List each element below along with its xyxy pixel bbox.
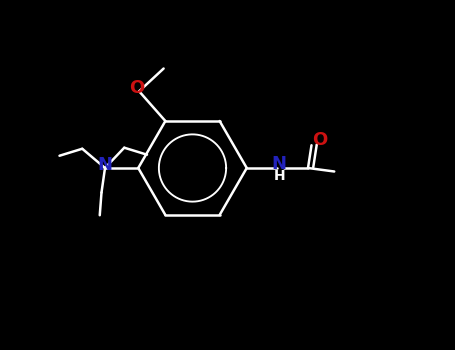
Text: H: H <box>273 169 285 183</box>
Text: O: O <box>129 79 144 97</box>
Text: O: O <box>312 131 327 149</box>
Text: N: N <box>272 155 287 173</box>
Text: N: N <box>97 156 112 174</box>
